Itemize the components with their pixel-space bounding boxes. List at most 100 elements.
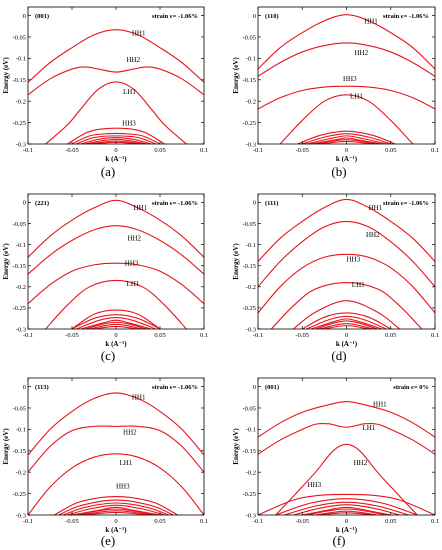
y-tick-label: -0.2 [16, 284, 26, 291]
panel-caption: (e) [101, 533, 115, 548]
band-curve-7 [306, 135, 387, 144]
band-curves [28, 392, 204, 515]
panel-d: -0.1 -0.05 0 0.05 0.1 0 -0.05 -0.1 -0.15 -0.2 -0.2… [232, 193, 439, 363]
y-tick-label: 0 [23, 200, 26, 207]
panel-e: -0.1 -0.05 0 0.05 0.1 0 -0.05 -0.1 -0.15 -0.2 -0.2… [2, 377, 208, 548]
band-curves [258, 198, 435, 329]
y-tick-label: -0.15 [242, 77, 256, 84]
band-curve-5 [71, 132, 161, 144]
x-tick-label: 0.05 [385, 147, 396, 154]
x-tick-label: -0.05 [65, 332, 79, 339]
strain-label: strain ϵ= 0% [393, 384, 429, 391]
band-curve-4 [67, 127, 165, 144]
y-tick-label: -0.25 [242, 491, 256, 498]
panel-caption: (c) [101, 348, 115, 363]
y-tick-label: 0 [253, 200, 256, 207]
strain-label: strain ϵ= -1.06% [383, 200, 429, 207]
band-curve-11 [324, 325, 369, 329]
band-label-hh2: HH2 [123, 429, 137, 437]
y-axis-label: Energy (eV) [2, 57, 10, 94]
band-curve-2 [258, 220, 435, 288]
orientation-label: (001) [35, 13, 49, 20]
y-tick-label: 0 [23, 384, 26, 391]
band-curve-1 [258, 14, 435, 70]
y-tick-label: -0.3 [246, 141, 256, 148]
band-label-lh1: LH1 [127, 280, 140, 288]
band-curve-8 [80, 319, 152, 329]
y-tick-label: -0.2 [246, 98, 256, 105]
band-curve-8 [310, 318, 383, 329]
panel-caption: (d) [331, 348, 346, 363]
x-tick-label: -0.1 [253, 518, 263, 525]
x-tick-label: 0.05 [385, 518, 396, 525]
band-label-hh1: HH1 [373, 400, 387, 408]
y-tick-label: -0.1 [16, 56, 26, 63]
orientation-label: (221) [35, 200, 49, 207]
x-tick-label: -0.05 [295, 332, 309, 339]
band-curve-2 [258, 422, 435, 455]
band-label-lh1: LH1 [350, 93, 363, 101]
x-tick-label: 0.1 [200, 518, 208, 525]
band-label-hh3: HH3 [347, 256, 361, 264]
y-tick-label: -0.05 [12, 221, 26, 228]
y-tick-label: -0.05 [12, 405, 26, 412]
x-axis-label: k (A⁻¹) [336, 526, 358, 534]
band-curve-8 [71, 506, 161, 515]
y-tick-label: -0.05 [242, 221, 256, 228]
band-curve-7 [76, 317, 156, 329]
x-tick-label: 0.05 [154, 518, 165, 525]
band-curve-4 [54, 496, 178, 515]
band-curve-5 [293, 300, 400, 329]
band-label-hh2: HH2 [354, 459, 368, 467]
x-tick-label: 0.05 [154, 332, 165, 339]
band-curve-4 [279, 94, 414, 144]
band-curve-4 [45, 279, 187, 329]
orientation-label: (001) [265, 384, 279, 391]
x-tick-label: -0.1 [253, 147, 263, 154]
y-tick-label: -0.05 [242, 34, 256, 41]
band-label-hh2: HH2 [127, 234, 141, 242]
band-curve-6 [63, 502, 169, 515]
y-tick-label: -0.3 [16, 326, 26, 333]
y-tick-label: -0.3 [246, 512, 256, 519]
band-label-hh3: HH3 [308, 481, 322, 489]
band-curve-3 [28, 262, 204, 305]
band-curve-9 [85, 321, 147, 329]
band-curve-6 [71, 314, 161, 329]
band-curve-9 [76, 508, 156, 515]
y-tick-label: -0.1 [16, 427, 26, 434]
y-tick-label: -0.2 [16, 98, 26, 105]
y-tick-label: -0.15 [242, 263, 256, 270]
y-tick-label: -0.15 [12, 448, 26, 455]
band-curve-1 [28, 199, 204, 258]
x-tick-label: 0.1 [200, 332, 208, 339]
band-label-lh1: LH1 [352, 281, 365, 289]
x-tick-label: 0 [114, 147, 117, 154]
y-tick-label: -0.15 [12, 77, 26, 84]
band-curve-3 [45, 81, 187, 144]
band-label-hh3: HH3 [122, 120, 136, 128]
band-curve-9 [315, 320, 378, 329]
band-curve-5 [297, 130, 396, 144]
y-tick-label: -0.25 [12, 491, 26, 498]
band-curve-6 [284, 501, 409, 515]
x-tick-label: 0.1 [431, 332, 439, 339]
band-curve-10 [319, 322, 374, 329]
panel-caption: (b) [331, 164, 346, 179]
band-label-hh2: HH2 [127, 56, 141, 64]
band-label-hh1: HH1 [369, 204, 383, 212]
band-label-hh3: HH3 [116, 482, 130, 490]
x-tick-label: 0 [345, 332, 348, 339]
y-tick-label: -0.1 [16, 242, 26, 249]
band-curve-5 [58, 499, 174, 515]
strain-label: strain ϵ= -1.06% [152, 13, 198, 20]
band-curve-9 [315, 139, 378, 144]
band-label-lh1: LH1 [362, 424, 375, 432]
band-curve-7 [80, 137, 152, 144]
strain-label: strain ϵ= -1.06% [383, 13, 429, 20]
x-tick-label: 0.05 [385, 332, 396, 339]
panel-caption: (f) [333, 533, 346, 548]
y-tick-label: -0.3 [246, 326, 256, 333]
band-curve-2 [28, 66, 204, 96]
